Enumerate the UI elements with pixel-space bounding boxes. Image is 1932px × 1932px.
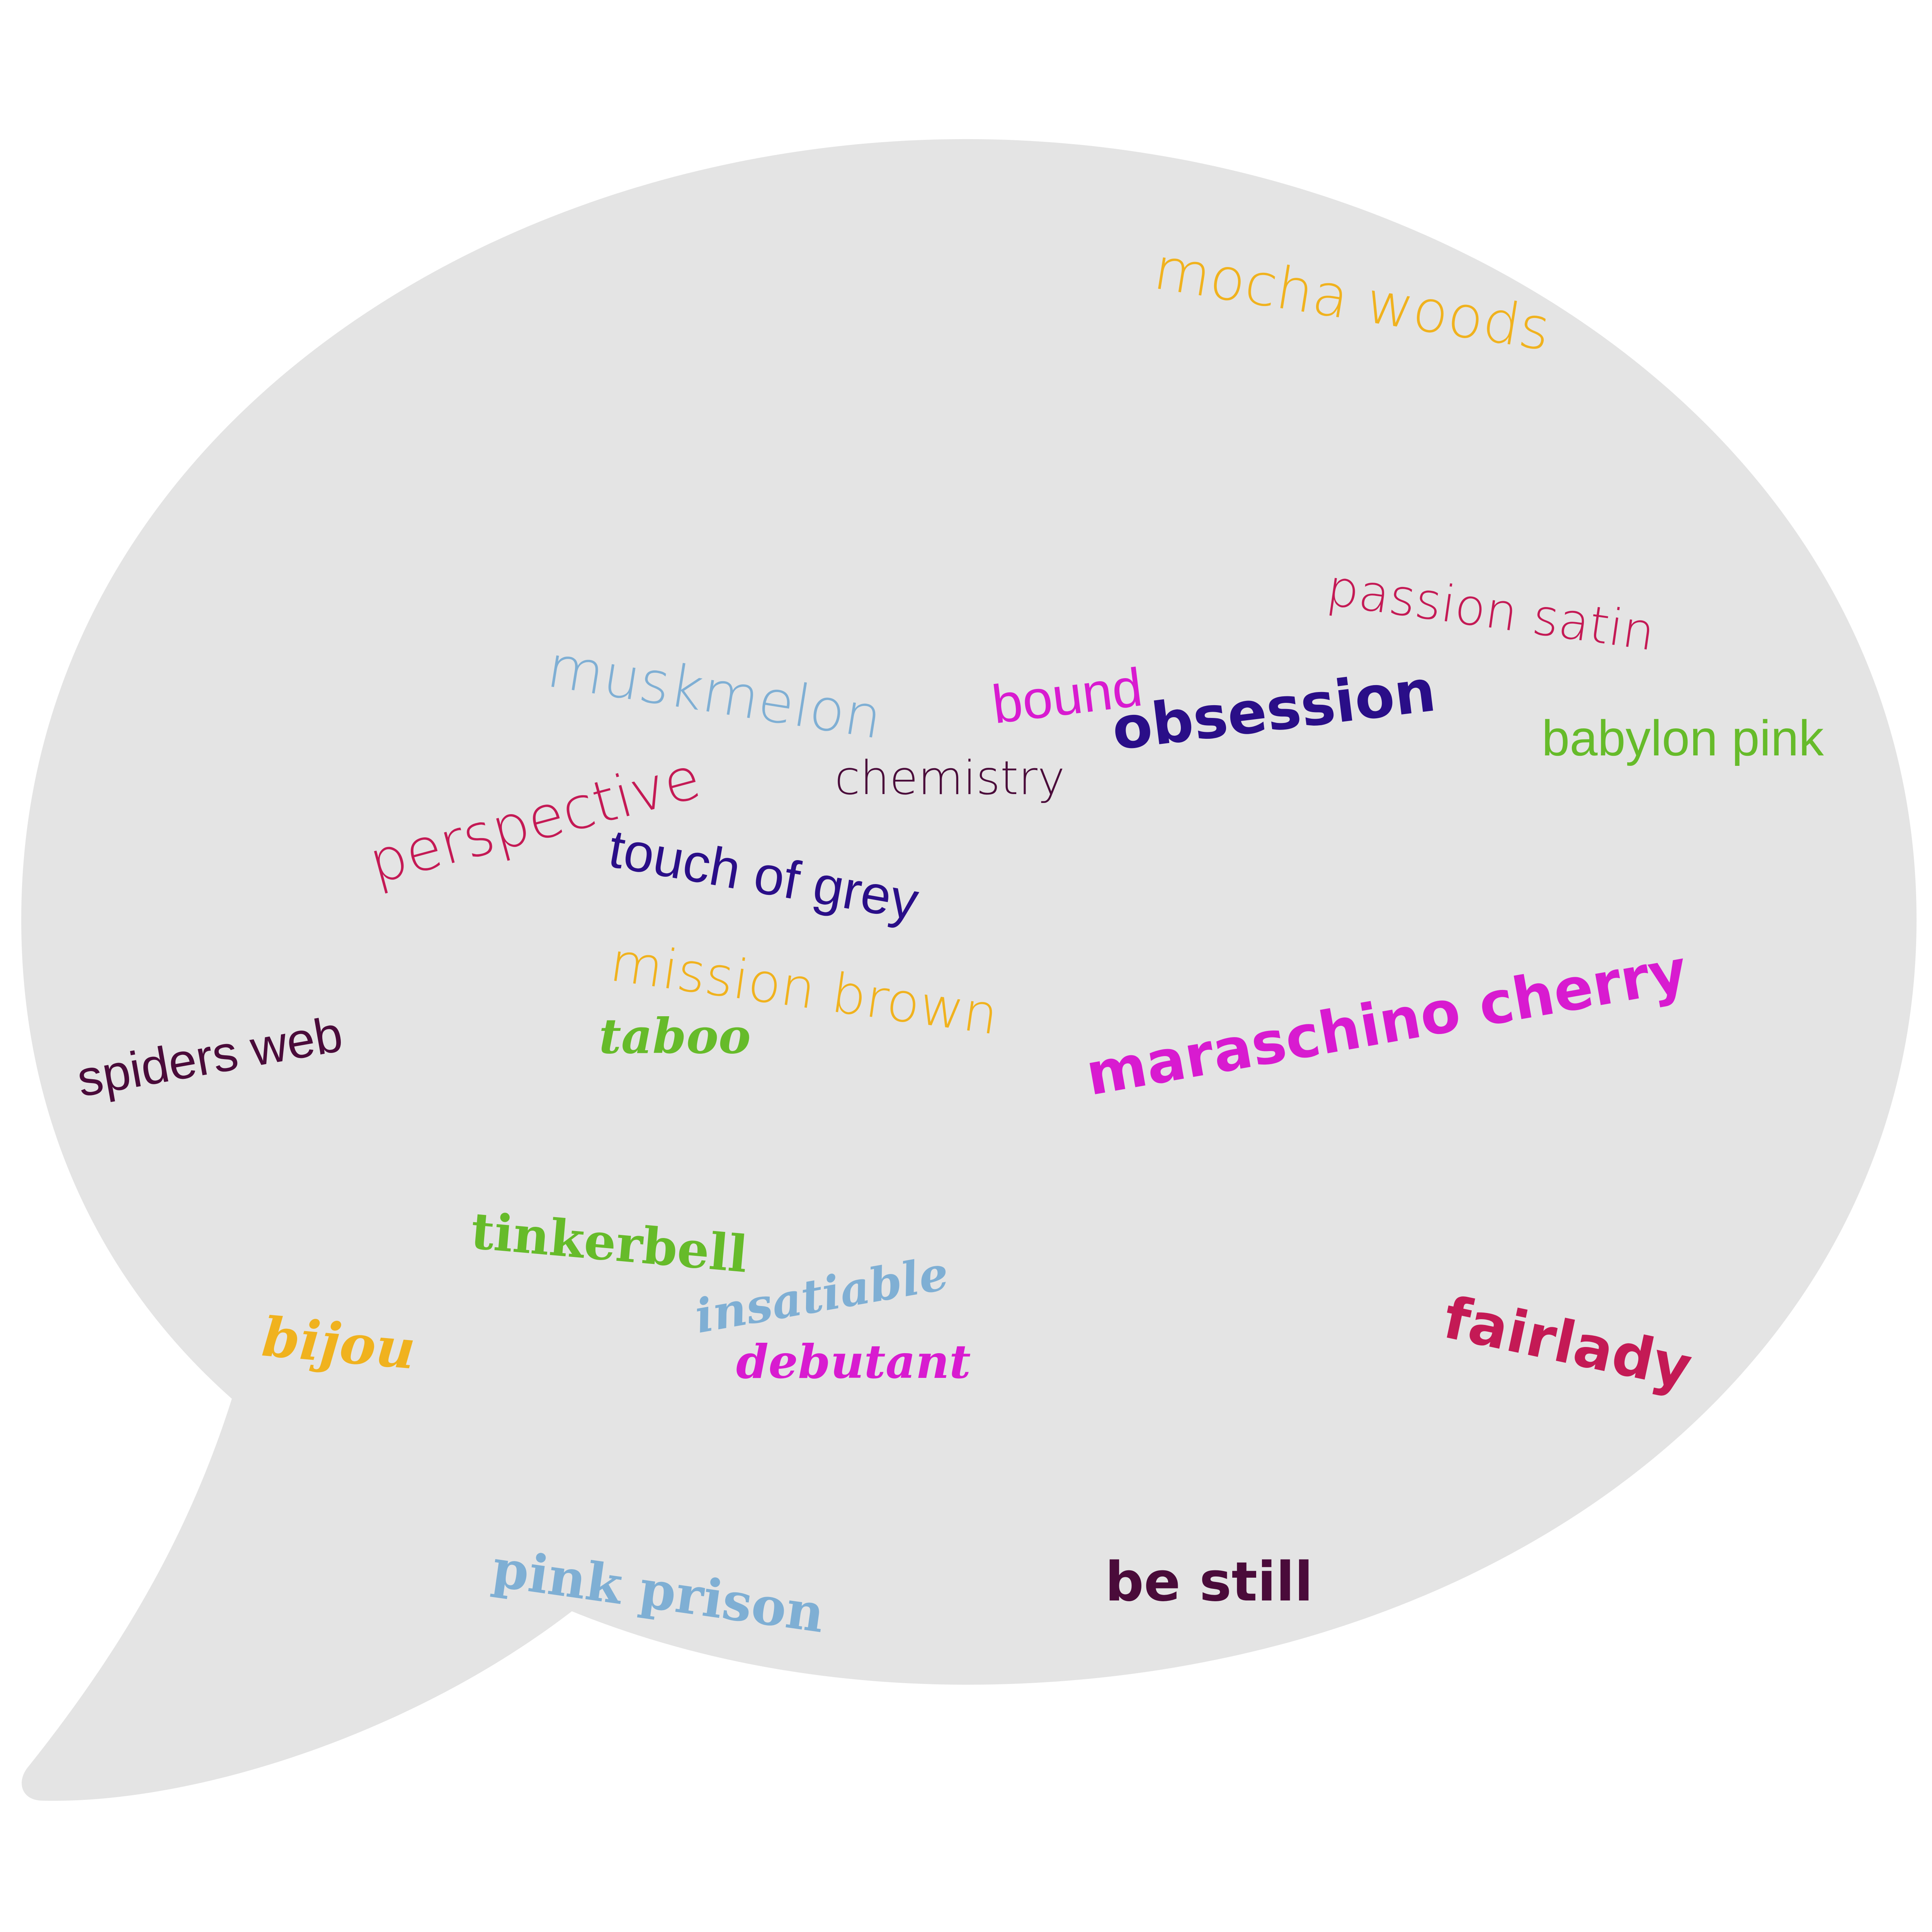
word-debutant: debutant bbox=[736, 1335, 971, 1389]
word-be-still: be still bbox=[1105, 1551, 1313, 1614]
word-bijou: bijou bbox=[259, 1305, 418, 1382]
word-chemistry: chemistry bbox=[835, 752, 1065, 805]
speech-bubble-shape bbox=[21, 139, 1917, 1801]
word-babylon-pink: babylon pink bbox=[1542, 710, 1824, 766]
word-taboo: taboo bbox=[599, 1008, 751, 1065]
